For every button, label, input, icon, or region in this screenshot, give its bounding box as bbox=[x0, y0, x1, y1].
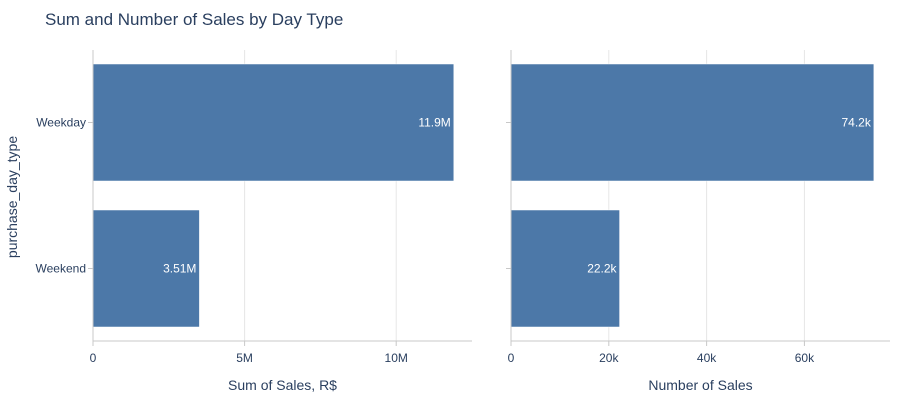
y-tick-label-weekend: Weekend bbox=[36, 262, 86, 276]
y-axis-title: purchase_day_type bbox=[4, 136, 20, 258]
value-label-weekday-panel1: 11.9M bbox=[418, 116, 450, 130]
bar-weekday-panel2 bbox=[510, 63, 875, 182]
bar-weekend-panel2 bbox=[510, 209, 620, 328]
x-axis-title-panel1: Sum of Sales, R$ bbox=[228, 377, 337, 393]
value-label-weekday-panel2: 74.2k bbox=[842, 116, 872, 130]
x-tick-label-p2-2: 40k bbox=[697, 351, 717, 365]
value-label-weekend-panel2: 22.2k bbox=[587, 262, 617, 276]
y-tick-label-weekday: Weekday bbox=[36, 116, 86, 130]
chart-title: Sum and Number of Sales by Day Type bbox=[45, 10, 343, 29]
value-label-weekend-panel1: 3.51M bbox=[163, 262, 196, 276]
x-axis-title-panel2: Number of Sales bbox=[648, 377, 752, 393]
plot-area: 11.9M 3.51M 0 5M 10M Sum of Sales, R$ 74.2k 22.… bbox=[36, 50, 890, 393]
x-tick-label-p2-0: 0 bbox=[508, 351, 515, 365]
bar-weekday-panel1 bbox=[92, 63, 455, 182]
x-tick-label-p1-1: 5M bbox=[236, 351, 253, 365]
x-tick-label-p2-1: 20k bbox=[599, 351, 619, 365]
x-tick-label-p2-3: 60k bbox=[795, 351, 815, 365]
x-tick-label-p1-0: 0 bbox=[90, 351, 97, 365]
x-tick-label-p1-2: 10M bbox=[385, 351, 408, 365]
